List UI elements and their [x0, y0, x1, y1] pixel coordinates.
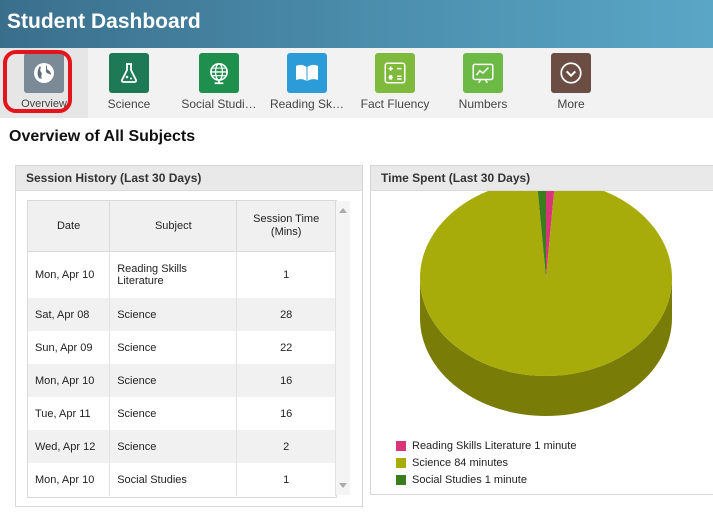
cell-time: 1	[236, 251, 336, 298]
cell-date: Sat, Apr 08	[28, 298, 111, 331]
nav-science[interactable]: Science	[85, 48, 173, 118]
pie-slice-science[interactable]	[420, 191, 672, 376]
pie-side-wall	[420, 278, 672, 416]
nav-label: Fact Fluency	[360, 97, 430, 111]
scroll-up-arrow-icon[interactable]	[339, 208, 347, 213]
book-icon	[296, 64, 318, 81]
globe-icon	[34, 63, 54, 83]
nav-label: Overview	[21, 98, 67, 110]
nav-numbers[interactable]: Numbers	[439, 48, 527, 118]
cell-date: Tue, Apr 11	[28, 397, 111, 430]
reading-skills-tile	[287, 53, 327, 93]
cell-subject: Reading Skills Literature	[109, 251, 238, 298]
chevron-down-icon	[560, 62, 582, 84]
cell-subject: Science	[109, 331, 238, 364]
column-header-date[interactable]: Date	[28, 201, 111, 252]
science-tile	[109, 53, 149, 93]
page-heading: Overview of All Subjects	[9, 128, 196, 145]
cell-time: 2	[236, 430, 336, 463]
cell-time: 16	[236, 364, 336, 397]
globe-grid-icon	[210, 62, 228, 85]
chart-legend: Reading Skills Literature 1 minute Scien…	[396, 437, 576, 488]
legend-item[interactable]: Science 84 minutes	[396, 454, 576, 471]
chart-board-icon	[472, 63, 494, 84]
nav-fact-fluency[interactable]: Fact Fluency	[351, 48, 439, 118]
table-scrollbar[interactable]	[336, 201, 350, 495]
table-row: Mon, Apr 10 Social Studies 1	[28, 463, 336, 496]
numbers-tile	[463, 53, 503, 93]
pie-slice-social-studies[interactable]	[537, 191, 546, 278]
cell-subject: Social Studies	[109, 463, 238, 496]
legend-swatch	[396, 474, 406, 485]
legend-label: Social Studies 1 minute	[412, 473, 527, 486]
table-row: Mon, Apr 10 Reading Skills Literature 1	[28, 251, 336, 298]
nav-reading-skills[interactable]: Reading Sk…	[263, 48, 351, 118]
nav-overview[interactable]: Overview	[0, 48, 88, 118]
cell-time: 1	[236, 463, 336, 496]
legend-label: Science 84 minutes	[412, 456, 508, 469]
subject-nav: Overview Science Social Studi…	[0, 48, 713, 118]
app-title: Student Dashboard	[7, 10, 201, 33]
nav-more[interactable]: More	[527, 48, 615, 118]
cell-date: Mon, Apr 10	[28, 463, 111, 496]
session-history-table-wrap: Date Subject Session Time (Mins) Mon, Ap…	[27, 200, 337, 498]
calculator-icon	[384, 62, 406, 84]
cell-time: 16	[236, 397, 336, 430]
session-history-title: Session History (Last 30 Days)	[16, 166, 362, 191]
legend-swatch	[396, 457, 406, 468]
session-history-panel: Session History (Last 30 Days) Date Subj…	[15, 165, 363, 507]
cell-subject: Science	[109, 397, 238, 430]
app-header: Student Dashboard	[0, 0, 713, 48]
legend-item[interactable]: Reading Skills Literature 1 minute	[396, 437, 576, 454]
scroll-down-arrow-icon[interactable]	[339, 483, 347, 488]
nav-label: Numbers	[458, 97, 508, 111]
more-tile	[551, 53, 591, 93]
nav-label: More	[557, 97, 585, 111]
pie-slice-reading-skills-literature[interactable]	[546, 191, 555, 278]
cell-date: Mon, Apr 10	[28, 251, 111, 298]
table-row: Sat, Apr 08 Science 28	[28, 298, 336, 331]
cell-date: Sun, Apr 09	[28, 331, 111, 364]
nav-label: Reading Sk…	[269, 97, 345, 111]
legend-item[interactable]: Social Studies 1 minute	[396, 471, 576, 488]
table-header-row: Date Subject Session Time (Mins)	[28, 201, 336, 252]
legend-label: Reading Skills Literature 1 minute	[412, 439, 577, 452]
nav-social-studies[interactable]: Social Studi…	[175, 48, 263, 118]
cell-subject: Science	[109, 364, 238, 397]
session-history-table: Date Subject Session Time (Mins) Mon, Ap…	[28, 201, 336, 496]
cell-time: 22	[236, 331, 336, 364]
cell-subject: Science	[109, 430, 238, 463]
time-spent-title: Time Spent (Last 30 Days)	[371, 166, 713, 191]
nav-label: Social Studi…	[181, 97, 257, 111]
legend-swatch	[396, 440, 406, 451]
time-spent-panel: Time Spent (Last 30 Days) Reading Skills…	[370, 165, 713, 495]
fact-fluency-tile	[375, 53, 415, 93]
social-studies-tile	[199, 53, 239, 93]
table-row: Mon, Apr 10 Science 16	[28, 364, 336, 397]
column-header-session-time[interactable]: Session Time (Mins)	[236, 201, 336, 252]
cell-date: Wed, Apr 12	[28, 430, 111, 463]
table-row: Tue, Apr 11 Science 16	[28, 397, 336, 430]
column-header-subject[interactable]: Subject	[109, 201, 238, 252]
flask-icon	[120, 63, 138, 83]
table-row: Wed, Apr 12 Science 2	[28, 430, 336, 463]
time-spent-pie-chart	[420, 191, 672, 416]
overview-tile	[24, 53, 64, 93]
cell-subject: Science	[109, 298, 238, 331]
cell-time: 28	[236, 298, 336, 331]
table-row: Sun, Apr 09 Science 22	[28, 331, 336, 364]
cell-date: Mon, Apr 10	[28, 364, 111, 397]
nav-label: Science	[107, 97, 151, 111]
